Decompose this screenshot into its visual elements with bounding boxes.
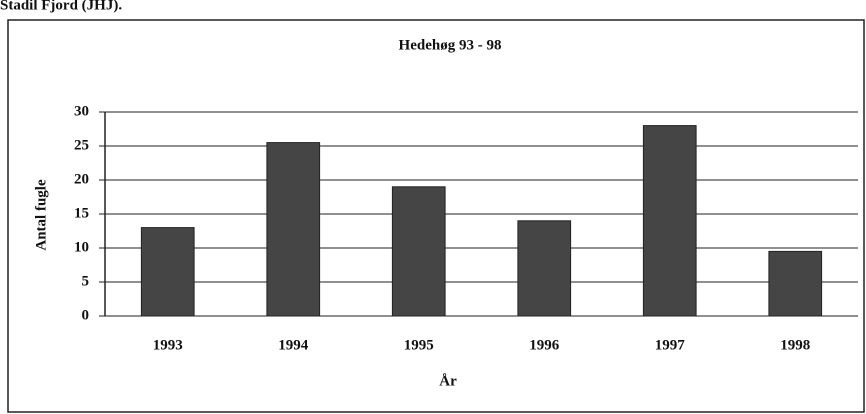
y-tick-label: 30 — [74, 103, 89, 119]
y-tick-label: 25 — [74, 137, 89, 153]
x-tick-label: 1998 — [780, 337, 810, 353]
bar — [140, 227, 195, 317]
caption: Stadil Fjord (JHJ). — [0, 0, 122, 13]
x-tick-label: 1995 — [404, 337, 434, 353]
bar — [391, 186, 446, 317]
y-tick-label: 10 — [74, 239, 89, 255]
y-tick-label: 20 — [74, 171, 89, 187]
x-tick-label: 1996 — [529, 337, 560, 353]
bar — [517, 220, 572, 317]
y-tick-label: 15 — [74, 205, 89, 221]
x-tick-label: 1994 — [278, 337, 309, 353]
bar — [768, 250, 823, 317]
y-tick-label: 0 — [82, 307, 90, 323]
bar — [266, 142, 321, 317]
chart-frame — [7, 19, 865, 413]
bar — [642, 125, 697, 317]
x-tick-label: 1997 — [655, 337, 686, 353]
chart-title: Hedehøg 93 - 98 — [399, 37, 502, 53]
y-axis-label: Antal fugle — [33, 179, 49, 251]
x-tick-label: 1993 — [153, 337, 183, 353]
x-axis-label: År — [439, 373, 457, 389]
y-tick-label: 5 — [82, 273, 90, 289]
